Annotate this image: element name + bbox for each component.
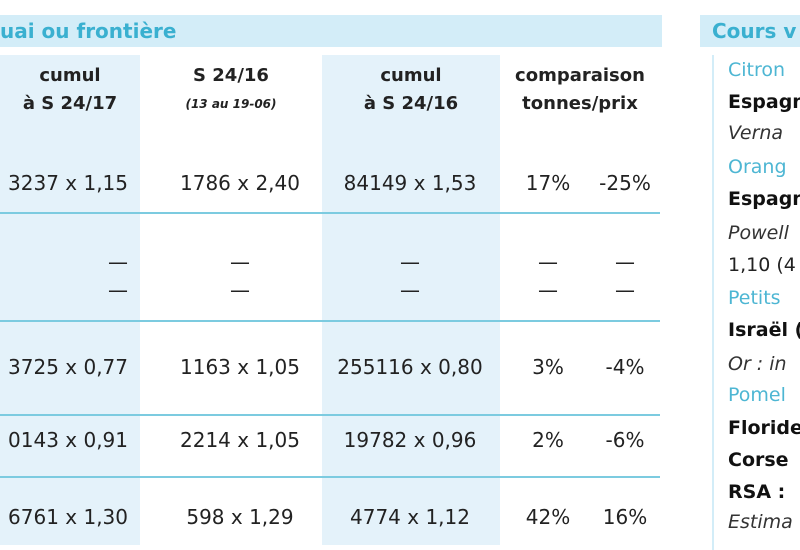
sidebar-line: Floride (728, 417, 800, 439)
table-cell: -4% (605, 355, 645, 379)
header-line: S 24/16 (193, 65, 269, 86)
sidebar-line: RSA : (728, 481, 786, 503)
table-cell: — (230, 250, 250, 274)
sidebar-line: Citron (728, 59, 786, 81)
sidebar-line: Orang (728, 156, 787, 178)
sidebar-title: Cours v (712, 19, 797, 43)
header-line: à S 24/17 (22, 93, 118, 114)
row-rule (0, 320, 660, 322)
header-line: (13 au 19-06) (185, 97, 277, 111)
sidebar-line: Pomel (728, 384, 786, 406)
column-shade (0, 55, 140, 545)
table-cell: 6761 x 1,30 (8, 505, 128, 529)
header-line: à S 24/16 (363, 93, 459, 114)
table-cell: 19782 x 0,96 (343, 428, 477, 452)
table-cell: 255116 x 0,80 (337, 355, 483, 379)
header-line: cumul (380, 65, 442, 86)
table-cell: 42% (525, 505, 571, 529)
sidebar-line: Espagn (728, 91, 800, 113)
sidebar-line: Espagn (728, 188, 800, 210)
header-line: tonnes/prix (522, 93, 638, 114)
title-bar (0, 15, 662, 47)
row-rule (0, 212, 660, 214)
table-cell: 598 x 1,29 (186, 505, 294, 529)
table-cell: — (400, 250, 420, 274)
table-cell: 4774 x 1,12 (350, 505, 470, 529)
table-cell: 16% (602, 505, 648, 529)
table-cell: 1163 x 1,05 (180, 355, 300, 379)
sidebar-line: Verna (728, 122, 784, 144)
table-cell: 84149 x 1,53 (343, 171, 477, 195)
table-cell: 17% (525, 171, 571, 195)
header-line: cumul (39, 65, 101, 86)
column-shade (322, 55, 500, 545)
table-cell: — (400, 278, 420, 302)
row-rule (0, 476, 660, 478)
sidebar-line: Powell (728, 222, 789, 244)
table-cell: — (615, 250, 635, 274)
table-cell: — (108, 278, 128, 302)
table-cell: -6% (605, 428, 645, 452)
header-line: comparaison (515, 65, 645, 86)
table-cell: 1786 x 2,40 (180, 171, 300, 195)
column-header: cumul à S 24/17 (0, 62, 140, 118)
row-rule (0, 414, 660, 416)
column-header: S 24/16 (13 au 19-06) (140, 62, 322, 118)
table-cell: 3237 x 1,15 (8, 171, 128, 195)
table-cell: — (230, 278, 250, 302)
column-header: comparaison tonnes/prix (500, 62, 660, 118)
table-cell: 2% (532, 428, 564, 452)
sidebar-border (712, 55, 714, 550)
table-cell: 3725 x 0,77 (8, 355, 128, 379)
table-title: uai ou frontière (0, 19, 177, 43)
table-cell: — (615, 278, 635, 302)
table-cell: — (108, 250, 128, 274)
sidebar-bar (700, 15, 800, 47)
sidebar-line: Israël ( (728, 319, 800, 341)
sidebar-line: 1,10 (4 (728, 254, 796, 276)
table-cell: 3% (532, 355, 564, 379)
table-cell: 2214 x 1,05 (180, 428, 300, 452)
table-cell: 0143 x 0,91 (8, 428, 128, 452)
table-cell: — (538, 278, 558, 302)
column-header: cumul à S 24/16 (322, 62, 500, 118)
sidebar-line: Or : in (728, 353, 787, 375)
table-cell: — (538, 250, 558, 274)
table-cell: -25% (599, 171, 651, 195)
sidebar-line: Estima (728, 511, 793, 533)
sidebar-line: Petits (728, 287, 781, 309)
sidebar-line: Corse (728, 449, 789, 471)
